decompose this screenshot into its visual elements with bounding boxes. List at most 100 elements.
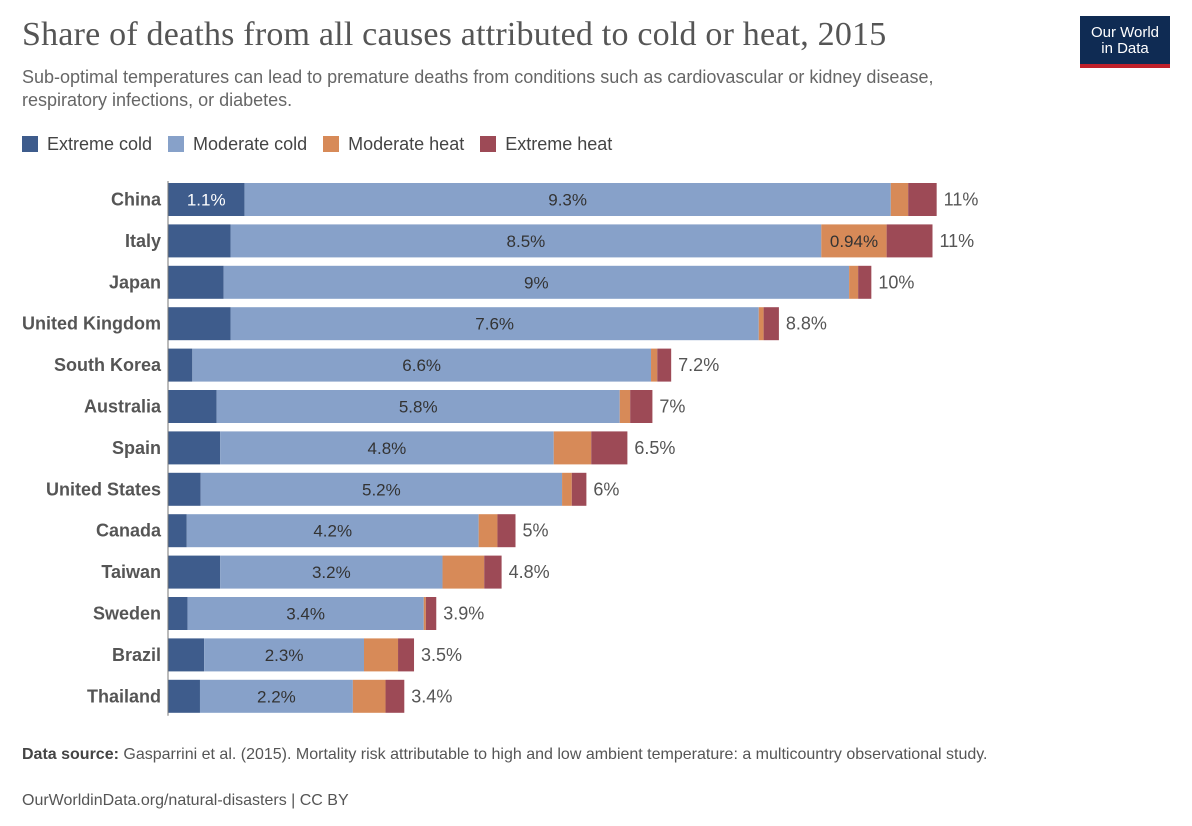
segment-label: 4.8% xyxy=(368,439,407,458)
bar-segment-united-kingdom-moderate-cold xyxy=(230,307,759,341)
bar-segment-china-moderate-heat xyxy=(890,183,909,216)
legend-item-moderate-heat[interactable]: Moderate heat xyxy=(323,134,464,155)
legend-item-moderate-cold[interactable]: Moderate cold xyxy=(168,134,307,155)
total-label-china: 11% xyxy=(944,190,979,210)
bar-segment-italy-moderate-cold xyxy=(230,224,822,258)
chart-subtitle: Sub-optimal temperatures can lead to pre… xyxy=(22,67,934,110)
logo-line-2: in Data xyxy=(1101,40,1149,57)
bar-segment-china-extreme-cold xyxy=(168,183,245,216)
category-label-thailand: Thailand xyxy=(87,686,161,706)
bar-segment-brazil-moderate-heat xyxy=(363,638,399,672)
bar-segment-spain-extreme-heat xyxy=(591,431,628,465)
bar-segment-taiwan-extreme-cold xyxy=(168,555,221,589)
chart-title: Share of deaths from all causes attribut… xyxy=(22,16,887,53)
bar-segment-australia-extreme-cold xyxy=(168,390,217,423)
bar-segment-united-kingdom-extreme-cold xyxy=(168,307,231,341)
category-label-china: China xyxy=(111,190,162,210)
bar-segment-taiwan-extreme-heat xyxy=(484,555,502,589)
segment-label: 0.94% xyxy=(830,232,878,251)
category-label-united-kingdom: United Kingdom xyxy=(22,314,161,334)
segment-label: 7.6% xyxy=(475,315,514,334)
category-label-spain: Spain xyxy=(112,438,161,458)
bar-segment-south-korea-extreme-heat xyxy=(657,348,672,382)
bar-segment-united-states-moderate-heat xyxy=(562,472,572,506)
category-label-italy: Italy xyxy=(125,231,161,251)
bar-segment-sweden-extreme-heat xyxy=(425,597,437,630)
bar-segment-south-korea-moderate-cold xyxy=(192,348,652,382)
total-label-south-korea: 7.2% xyxy=(678,355,719,375)
segment-label: 9% xyxy=(524,273,549,292)
bar-segment-taiwan-moderate-heat xyxy=(442,555,485,589)
bar-segment-italy-moderate-heat xyxy=(821,224,887,258)
bar-segment-spain-moderate-cold xyxy=(220,431,554,465)
total-label-japan: 10% xyxy=(878,272,914,292)
total-label-thailand: 3.4% xyxy=(411,686,452,706)
bar-segment-japan-extreme-heat xyxy=(858,265,872,299)
bar-segment-spain-moderate-heat xyxy=(553,431,592,465)
bar-segment-australia-moderate-cold xyxy=(216,390,620,423)
data-source: Data source: Gasparrini et al. (2015). M… xyxy=(22,744,1122,766)
segment-label: 1.1% xyxy=(187,191,226,210)
legend: Extreme cold Moderate cold Moderate heat… xyxy=(22,132,628,156)
bar-segment-south-korea-moderate-heat xyxy=(651,348,658,382)
bar-segment-italy-extreme-cold xyxy=(168,224,231,258)
bar-segment-japan-extreme-cold xyxy=(168,265,224,299)
legend-label: Moderate cold xyxy=(193,133,308,154)
total-label-italy: 11% xyxy=(940,231,975,251)
bar-segment-sweden-extreme-cold xyxy=(168,597,188,630)
bar-segment-sweden-moderate-heat xyxy=(423,597,426,630)
category-label-australia: Australia xyxy=(84,397,162,417)
segment-label: 9.3% xyxy=(548,191,587,210)
bar-segment-sweden-moderate-cold xyxy=(187,597,424,630)
legend-swatch-extreme-heat xyxy=(480,136,497,152)
url-license[interactable]: OurWorldinData.org/natural-disasters | C… xyxy=(22,792,349,809)
total-label-taiwan: 4.8% xyxy=(509,562,550,582)
segment-label: 5.2% xyxy=(362,480,401,499)
bar-segment-china-extreme-heat xyxy=(908,183,937,216)
category-label-taiwan: Taiwan xyxy=(101,562,161,582)
bar-segment-united-states-moderate-cold xyxy=(200,472,563,506)
legend-item-extreme-heat[interactable]: Extreme heat xyxy=(480,134,612,155)
bar-segment-canada-moderate-heat xyxy=(478,514,498,548)
segment-label: 6.6% xyxy=(402,356,441,375)
bar-segment-united-states-extreme-heat xyxy=(571,472,587,506)
legend-label: Moderate heat xyxy=(348,133,465,154)
bar-segment-canada-moderate-cold xyxy=(186,514,479,548)
bar-segment-united-states-extreme-cold xyxy=(168,472,201,506)
owid-logo[interactable]: Our World in Data xyxy=(1080,16,1170,68)
segment-label: 3.4% xyxy=(286,605,325,624)
category-label-brazil: Brazil xyxy=(112,645,161,665)
legend-swatch-moderate-cold xyxy=(168,136,185,152)
category-label-sweden: Sweden xyxy=(93,604,161,624)
source-text[interactable]: Gasparrini et al. (2015). Mortality risk… xyxy=(123,746,988,763)
legend-swatch-moderate-heat xyxy=(323,136,340,152)
bar-segment-australia-moderate-heat xyxy=(619,390,631,423)
bar-segment-canada-extreme-cold xyxy=(168,514,187,548)
bar-segment-brazil-extreme-cold xyxy=(168,638,205,672)
total-label-canada: 5% xyxy=(523,521,549,541)
bar-segment-spain-extreme-cold xyxy=(168,431,221,465)
source-label: Data source: xyxy=(22,746,119,763)
logo-line-1: Our World xyxy=(1090,24,1160,41)
category-label-south-korea: South Korea xyxy=(54,355,162,375)
segment-label: 8.5% xyxy=(507,232,546,251)
bar-segment-thailand-extreme-cold xyxy=(168,679,200,713)
bar-segment-thailand-moderate-heat xyxy=(352,679,386,713)
segment-label: 2.3% xyxy=(265,646,304,665)
legend-label: Extreme heat xyxy=(505,133,613,154)
stacked-bar-chart: China 1.1% 9.3% 11% Italy 8.5% 0.94% 11% Japan 9%… xyxy=(22,181,979,716)
total-label-spain: 6.5% xyxy=(634,438,675,458)
bar-segment-thailand-extreme-heat xyxy=(385,679,405,713)
total-label-united-kingdom: 8.8% xyxy=(786,314,827,334)
legend-label: Extreme cold xyxy=(47,133,153,154)
bar-segment-brazil-extreme-heat xyxy=(398,638,415,672)
bar-segment-taiwan-moderate-cold xyxy=(220,555,443,589)
legend-item-extreme-cold[interactable]: Extreme cold xyxy=(22,134,152,155)
segment-label: 3.2% xyxy=(312,563,351,582)
category-label-japan: Japan xyxy=(109,272,161,292)
total-label-united-states: 6% xyxy=(593,479,619,499)
bar-segment-japan-moderate-cold xyxy=(223,265,850,299)
total-label-sweden: 3.9% xyxy=(443,604,484,624)
bar-segment-united-kingdom-extreme-heat xyxy=(763,307,779,341)
bar-segment-brazil-moderate-cold xyxy=(204,638,364,672)
